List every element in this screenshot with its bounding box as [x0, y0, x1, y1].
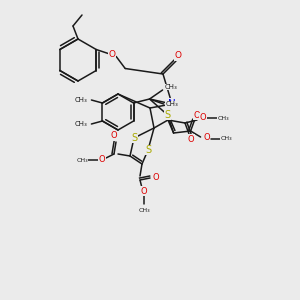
- Text: O: O: [203, 134, 210, 142]
- Text: O: O: [193, 110, 200, 119]
- Text: CH₃: CH₃: [221, 136, 232, 142]
- Text: CH₃: CH₃: [75, 97, 88, 103]
- Text: S: S: [145, 145, 151, 155]
- Text: O: O: [153, 173, 159, 182]
- Text: O: O: [109, 50, 116, 59]
- Text: CH₃: CH₃: [76, 158, 88, 163]
- Text: O: O: [141, 187, 147, 196]
- Text: CH₃: CH₃: [165, 101, 178, 107]
- Text: S: S: [164, 110, 171, 120]
- Text: N: N: [168, 99, 176, 109]
- Text: O: O: [188, 134, 194, 143]
- Text: CH₃: CH₃: [75, 121, 88, 127]
- Text: S: S: [131, 133, 137, 143]
- Text: O: O: [99, 154, 105, 164]
- Text: CH₃: CH₃: [138, 208, 150, 212]
- Text: O: O: [200, 113, 206, 122]
- Text: CH₃: CH₃: [164, 84, 177, 90]
- Text: O: O: [111, 131, 117, 140]
- Text: CH₃: CH₃: [217, 116, 229, 121]
- Text: O: O: [175, 52, 182, 61]
